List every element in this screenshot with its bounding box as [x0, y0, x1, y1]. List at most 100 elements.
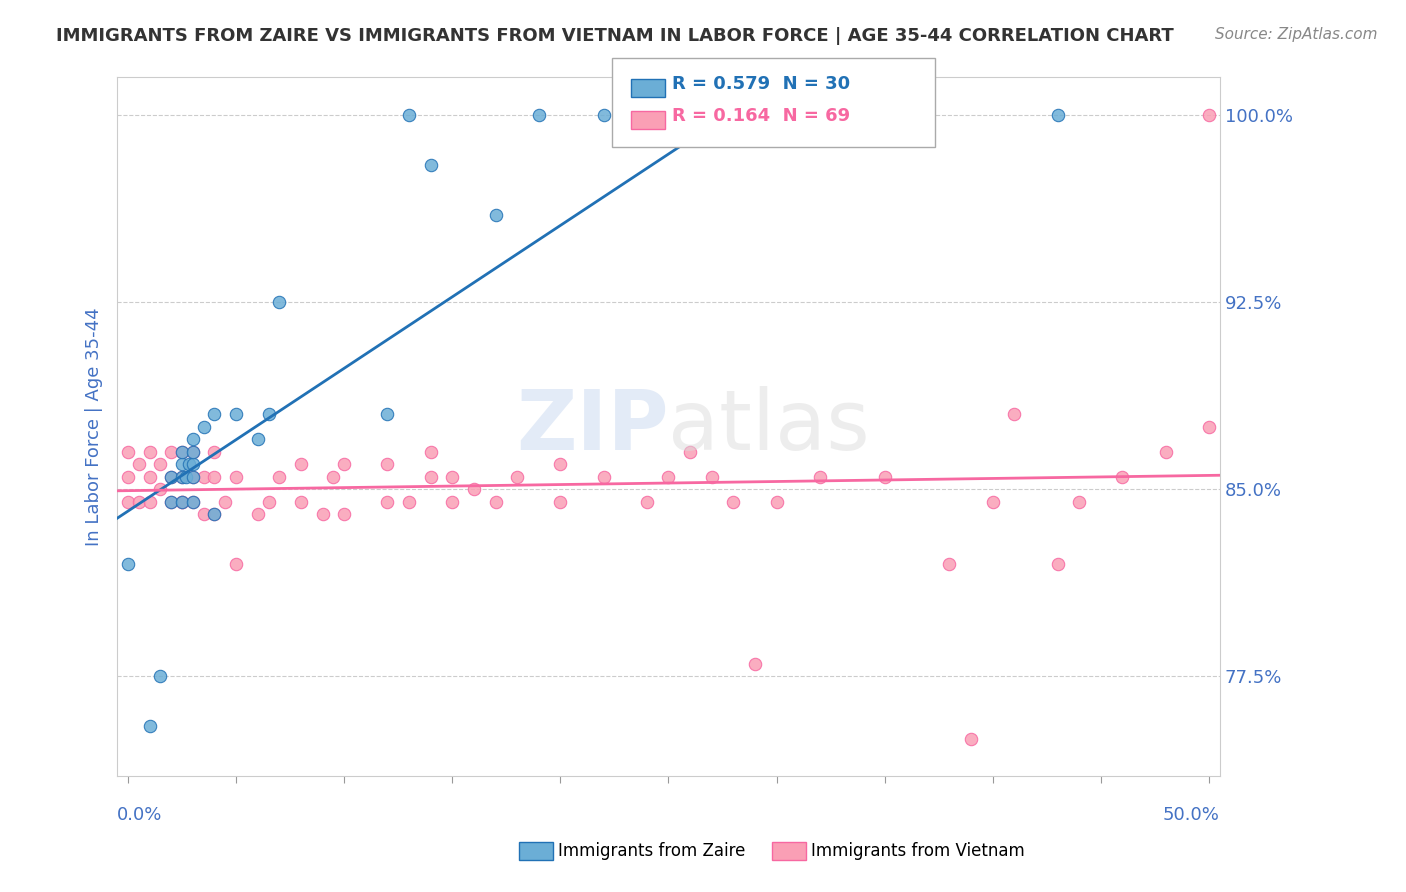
Point	[290, 494, 312, 508]
Point	[170, 469, 193, 483]
Point	[550, 494, 572, 508]
Point	[419, 158, 441, 172]
Point	[419, 469, 441, 483]
Point	[419, 444, 441, 458]
Point	[322, 469, 344, 483]
Point	[204, 469, 226, 483]
Point	[128, 494, 150, 508]
Point	[1198, 108, 1220, 122]
Point	[1069, 494, 1091, 508]
Point	[960, 731, 983, 746]
Point	[170, 457, 193, 471]
Point	[377, 494, 399, 508]
Point	[160, 494, 183, 508]
Point	[170, 444, 193, 458]
Point	[204, 507, 226, 521]
Point	[1046, 108, 1069, 122]
Point	[333, 507, 356, 521]
Point	[246, 432, 269, 446]
Point	[506, 469, 529, 483]
Text: 0.0%: 0.0%	[117, 806, 163, 824]
Point	[138, 494, 160, 508]
Point	[744, 657, 766, 671]
Point	[1002, 407, 1025, 421]
Point	[138, 719, 160, 733]
Point	[398, 108, 420, 122]
Point	[160, 444, 183, 458]
Point	[484, 208, 506, 222]
Point	[484, 494, 506, 508]
Text: Source: ZipAtlas.com: Source: ZipAtlas.com	[1215, 27, 1378, 42]
Text: IMMIGRANTS FROM ZAIRE VS IMMIGRANTS FROM VIETNAM IN LABOR FORCE | AGE 35-44 CORR: IMMIGRANTS FROM ZAIRE VS IMMIGRANTS FROM…	[56, 27, 1174, 45]
Point	[214, 494, 236, 508]
Point	[149, 669, 172, 683]
Point	[377, 407, 399, 421]
Point	[938, 557, 960, 571]
Point	[177, 457, 200, 471]
Point	[527, 108, 550, 122]
Point	[377, 457, 399, 471]
Point	[636, 494, 658, 508]
Point	[181, 494, 204, 508]
Point	[181, 432, 204, 446]
Point	[181, 469, 204, 483]
Point	[181, 494, 204, 508]
Point	[193, 507, 215, 521]
Point	[149, 457, 172, 471]
Point	[257, 407, 280, 421]
Point	[808, 469, 831, 483]
Point	[398, 494, 420, 508]
Point	[160, 494, 183, 508]
Point	[181, 444, 204, 458]
Point	[1111, 469, 1133, 483]
Point	[765, 494, 787, 508]
Point	[170, 494, 193, 508]
Point	[700, 469, 723, 483]
Point	[550, 457, 572, 471]
Point	[1154, 444, 1177, 458]
Point	[181, 469, 204, 483]
Point	[204, 407, 226, 421]
Text: R = 0.579  N = 30: R = 0.579 N = 30	[672, 75, 851, 93]
Point	[257, 494, 280, 508]
Point	[128, 457, 150, 471]
Point	[170, 469, 193, 483]
Point	[204, 507, 226, 521]
Point	[149, 482, 172, 496]
Point	[117, 557, 139, 571]
Point	[311, 507, 333, 521]
Point	[138, 444, 160, 458]
Y-axis label: In Labor Force | Age 35-44: In Labor Force | Age 35-44	[86, 308, 103, 546]
Point	[160, 469, 183, 483]
Point	[463, 482, 485, 496]
Point	[176, 469, 198, 483]
Text: Immigrants from Zaire: Immigrants from Zaire	[558, 842, 745, 860]
Point	[269, 295, 291, 310]
Point	[170, 494, 193, 508]
Point	[225, 469, 247, 483]
Point	[117, 444, 139, 458]
Point	[117, 494, 139, 508]
Point	[873, 469, 896, 483]
Point	[204, 444, 226, 458]
Point	[657, 469, 679, 483]
Point	[138, 469, 160, 483]
Point	[290, 457, 312, 471]
Point	[225, 407, 247, 421]
Point	[225, 557, 247, 571]
Text: atlas: atlas	[668, 386, 870, 467]
Point	[193, 469, 215, 483]
Point	[592, 469, 614, 483]
Point	[246, 507, 269, 521]
Point	[269, 469, 291, 483]
Point	[193, 419, 215, 434]
Point	[592, 108, 614, 122]
Point	[723, 494, 745, 508]
Point	[981, 494, 1004, 508]
Text: ZIP: ZIP	[516, 386, 668, 467]
Point	[333, 457, 356, 471]
Point	[181, 457, 204, 471]
Text: Immigrants from Vietnam: Immigrants from Vietnam	[811, 842, 1025, 860]
Point	[117, 469, 139, 483]
Point	[1046, 557, 1069, 571]
